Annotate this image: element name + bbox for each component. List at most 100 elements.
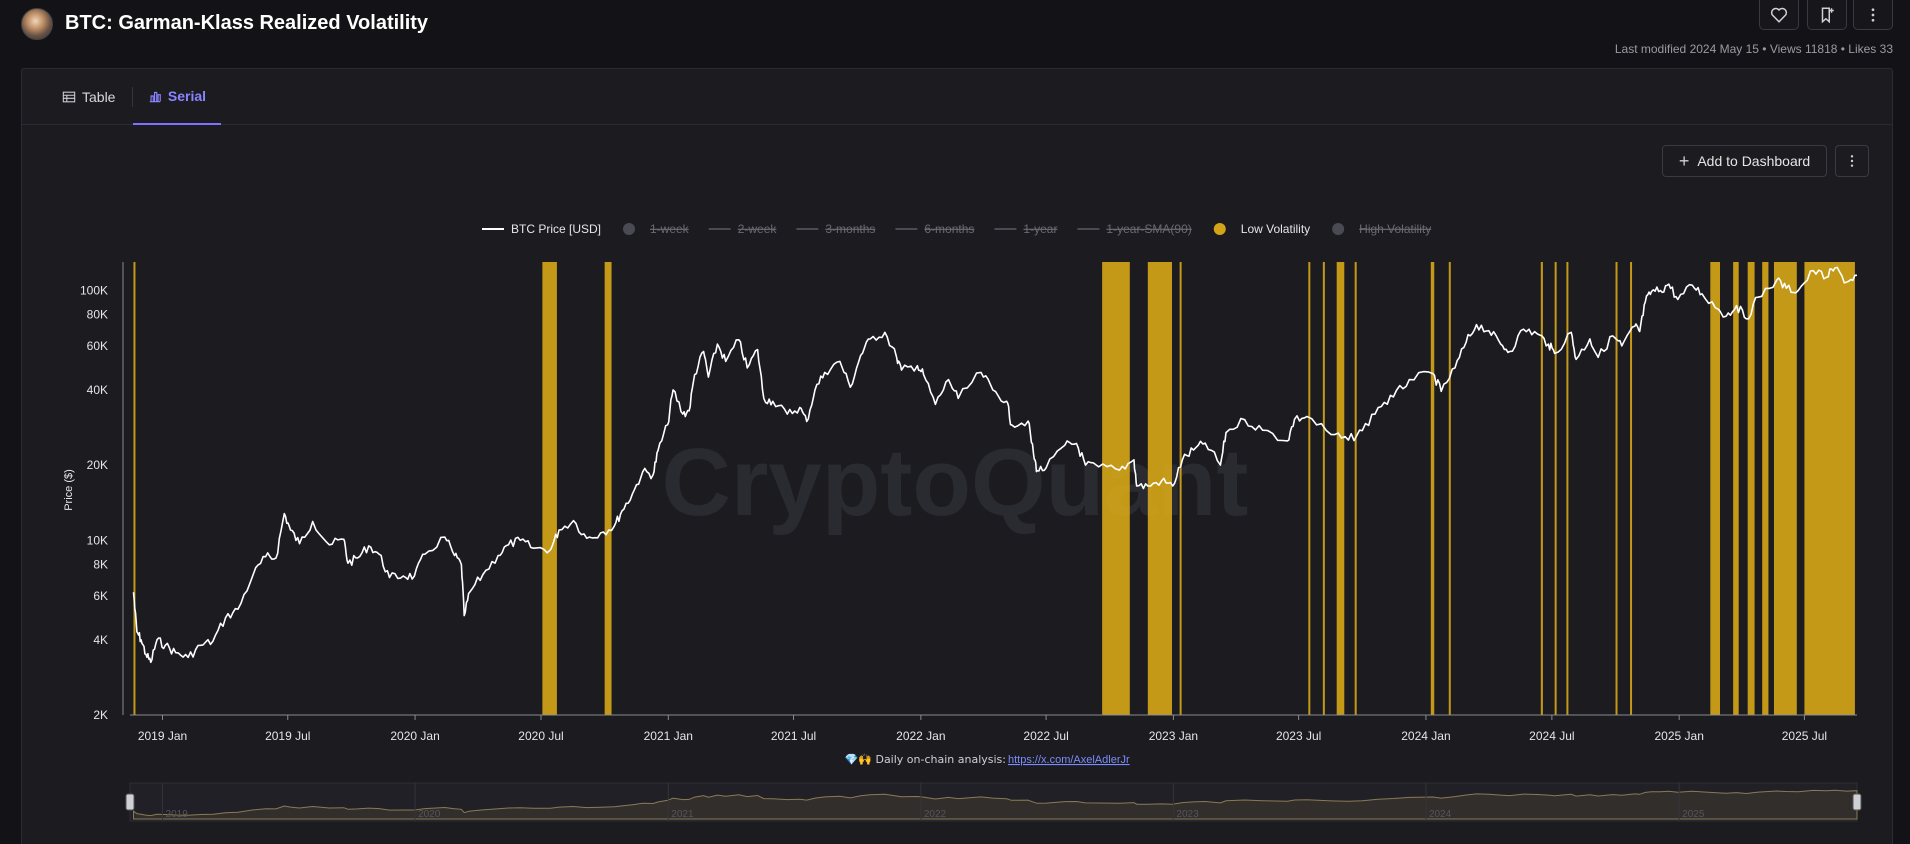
add-to-dashboard-button[interactable]: + Add to Dashboard: [1662, 145, 1827, 177]
bookmark-plus-icon: [1821, 7, 1834, 23]
low-volatility-band: [1102, 262, 1130, 715]
low-volatility-band: [1804, 262, 1855, 715]
range-navigator[interactable]: 2019 2020 2021 2022 2023 2024 2025: [125, 782, 1862, 822]
y-tick-label: 8K: [93, 558, 108, 572]
x-tick-label: 2019 Jul: [265, 729, 310, 743]
footer-link[interactable]: https://x.com/AxelAdlerJr: [1008, 754, 1130, 766]
header-more-button[interactable]: [1853, 0, 1893, 30]
legend-item[interactable]: 6-months: [895, 222, 974, 236]
x-tick-label: 2020 Jul: [518, 729, 563, 743]
kebab-menu-icon: [1871, 7, 1875, 22]
low-volatility-band: [542, 262, 557, 715]
low-volatility-band: [604, 262, 612, 715]
chart-footer: 💎🙌 Daily on-chain analysis: https://x.co…: [845, 753, 1130, 766]
legend-item[interactable]: Low Volatility: [1213, 222, 1310, 236]
chart-legend: BTC Price [USD] 1-week 2-week 3-months 6-mon…: [482, 222, 1431, 236]
x-tick-label: 2019 Jan: [138, 729, 187, 743]
low-volatility-band: [1354, 262, 1357, 715]
x-tick-label: 2021 Jul: [771, 729, 816, 743]
navigator-year-label: 2021: [671, 809, 694, 820]
y-tick-label: 10K: [87, 533, 108, 547]
x-tick-label: 2022 Jan: [896, 729, 945, 743]
legend-item[interactable]: BTC Price [USD]: [482, 222, 601, 236]
low-volatility-band: [1554, 262, 1557, 715]
legend-item[interactable]: High Volatility: [1332, 222, 1431, 236]
navigator-year-label: 2025: [1682, 809, 1705, 820]
tab-table[interactable]: Table: [62, 69, 138, 125]
navigator-left-handle[interactable]: [125, 793, 135, 811]
low-volatility-band: [1747, 262, 1755, 715]
legend-item[interactable]: 1-week: [623, 222, 690, 236]
x-tick-label: 2021 Jan: [644, 729, 693, 743]
tab-divider: [132, 87, 133, 107]
x-tick-label: 2020 Jan: [390, 729, 439, 743]
low-volatility-band: [1308, 262, 1311, 715]
legend-dot-swatch: [1332, 223, 1345, 235]
low-volatility-band: [1773, 262, 1797, 715]
x-tick-label: 2023 Jul: [1276, 729, 1321, 743]
tab-serial-label: Serial: [167, 88, 207, 104]
navigator-year-label: 2022: [924, 809, 947, 820]
y-tick-label: 40K: [87, 383, 108, 397]
navigator-right-handle[interactable]: [1852, 793, 1862, 811]
x-tick-label: 2023 Jan: [1149, 729, 1198, 743]
x-tick-label: 2025 Jul: [1782, 729, 1827, 743]
low-volatility-band: [1615, 262, 1618, 715]
x-axis: 2019 Jan 2019 Jul 2020 Jan 2020 Jul 2021 Jan…: [130, 714, 1857, 743]
y-tick-label: 60K: [87, 339, 108, 353]
low-volatility-band: [1733, 262, 1739, 715]
heart-icon: [1770, 7, 1788, 23]
like-button[interactable]: [1759, 0, 1799, 30]
legend-dot-swatch: [1213, 223, 1226, 235]
y-tick-label: 2K: [93, 708, 108, 722]
x-tick-label: 2024 Jan: [1401, 729, 1450, 743]
low-volatility-band: [1179, 262, 1182, 715]
chart-meta-info: Last modified 2024 May 15 • Views 11818 …: [1614, 42, 1893, 56]
navigator-year-label: 2019: [166, 809, 189, 820]
footer-text: 💎🙌 Daily on-chain analysis:: [845, 753, 1006, 766]
bookmark-button[interactable]: [1807, 0, 1847, 30]
legend-label: BTC Price [USD]: [511, 222, 601, 236]
navigator-year-label: 2020: [418, 809, 441, 820]
legend-label: 3-months: [825, 222, 875, 236]
low-volatility-band: [1430, 262, 1435, 715]
legend-dot-swatch: [623, 223, 636, 235]
chart-more-button[interactable]: [1835, 145, 1869, 177]
low-volatility-band: [1540, 262, 1543, 715]
view-tabs: Table Serial: [22, 69, 1892, 125]
tab-table-label: Table: [82, 89, 116, 105]
btc-price-line: [132, 266, 1857, 664]
kebab-menu-icon: [1850, 155, 1854, 167]
legend-label: 1-year-SMA(90): [1106, 222, 1191, 236]
legend-label: 1-year: [1023, 222, 1057, 236]
y-tick-label: 6K: [93, 589, 108, 603]
plus-icon: +: [1678, 150, 1690, 171]
low-volatility-band: [1322, 262, 1325, 715]
low-volatility-band: [133, 262, 136, 715]
bar-chart-icon: [149, 91, 161, 103]
low-volatility-bands: [133, 262, 1855, 715]
x-tick-label: 2025 Jan: [1654, 729, 1703, 743]
legend-item[interactable]: 1-year: [994, 222, 1057, 236]
y-tick-label: 80K: [87, 308, 108, 322]
x-tick-label: 2022 Jul: [1023, 729, 1068, 743]
y-axis-title: Price ($): [63, 469, 75, 511]
low-volatility-band: [1630, 262, 1633, 715]
author-avatar[interactable]: [21, 8, 53, 40]
navigator-year-labels: 2019 2020 2021 2022 2023 2024 2025: [162, 783, 1705, 821]
page-header: BTC: Garman-Klass Realized Volatility La…: [0, 0, 1910, 68]
legend-item[interactable]: 2-week: [708, 222, 778, 236]
legend-label: 1-week: [650, 222, 690, 236]
legend-item[interactable]: 1-year-SMA(90): [1077, 222, 1192, 236]
y-axis: 2K 4K 6K 8K 10K 20K 40K 60K 80K 100K: [80, 262, 124, 722]
x-tick-label: 2024 Jul: [1529, 729, 1574, 743]
legend-label: High Volatility: [1359, 222, 1431, 236]
y-tick-label: 4K: [93, 633, 108, 647]
legend-item[interactable]: 3-months: [796, 222, 875, 236]
low-volatility-band: [1566, 262, 1569, 715]
low-volatility-band: [1710, 262, 1721, 715]
low-volatility-band: [1147, 262, 1173, 715]
low-volatility-band: [1762, 262, 1769, 715]
tab-serial[interactable]: Serial: [133, 69, 221, 125]
